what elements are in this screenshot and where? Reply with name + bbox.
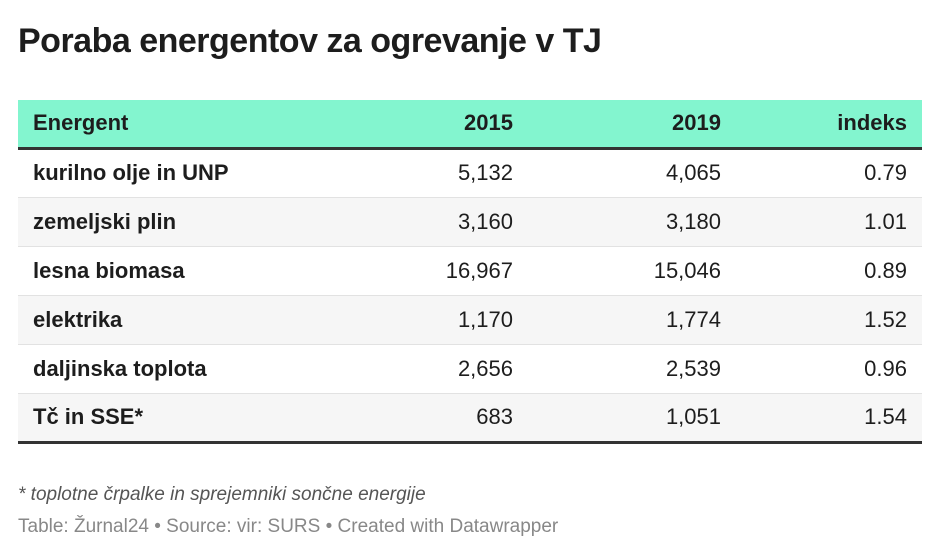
table-row: daljinska toplota 2,656 2,539 0.96 (18, 344, 922, 393)
cell-indeks: 1.54 (864, 404, 907, 429)
table-title: Poraba energentov za ogrevanje v TJ (18, 22, 602, 60)
cell-indeks: 1.52 (864, 306, 907, 332)
cell-energent: Tč in SSE* (33, 404, 144, 429)
cell-energent: elektrika (33, 306, 123, 332)
column-header-energent[interactable]: Energent (18, 100, 283, 150)
cell-energent: daljinska toplota (33, 355, 207, 381)
cell-2015: 5,132 (457, 160, 513, 185)
table-row: kurilno olje in UNP 5,132 4,065 0.79 (18, 148, 922, 197)
cell-indeks: 0.89 (864, 257, 907, 283)
source-line: Table: Žurnal24 • Source: vir: SURS • Cr… (18, 516, 559, 537)
cell-2015: 683 (476, 404, 513, 429)
cell-2015: 1,170 (457, 306, 513, 332)
table-row: Tč in SSE* 683 1,051 1.54 (18, 393, 922, 442)
cell-2019: 3,180 (665, 208, 721, 234)
energy-table: Energent 2015 2019 indeks kurilno olje i… (18, 100, 922, 444)
footnote: * toplotne črpalke in sprejemniki sončne… (18, 484, 426, 505)
cell-energent: zemeljski plin (33, 208, 177, 234)
cell-2015: 2,656 (457, 355, 513, 381)
table-row: elektrika 1,170 1,774 1.52 (18, 295, 922, 344)
column-header-2019[interactable]: 2019 (528, 100, 736, 150)
cell-2015: 3,160 (457, 208, 513, 234)
cell-energent: lesna biomasa (33, 257, 185, 283)
cell-indeks: 0.96 (864, 355, 907, 381)
table-row: lesna biomasa 16,967 15,046 0.89 (18, 246, 922, 295)
cell-2019: 15,046 (653, 257, 721, 283)
cell-energent: kurilno olje in UNP (33, 160, 229, 185)
cell-2019: 1,051 (665, 404, 721, 429)
table-row: zemeljski plin 3,160 3,180 1.01 (18, 197, 922, 246)
cell-2019: 1,774 (665, 306, 721, 332)
cell-2019: 4,065 (665, 160, 721, 185)
column-header-indeks[interactable]: indeks (736, 100, 922, 150)
column-header-2015[interactable]: 2015 (283, 100, 528, 150)
cell-indeks: 0.79 (864, 160, 907, 185)
cell-indeks: 1.01 (864, 208, 907, 234)
header-row: Energent 2015 2019 indeks (18, 100, 922, 150)
cell-2019: 2,539 (665, 355, 721, 381)
cell-2015: 16,967 (445, 257, 513, 283)
